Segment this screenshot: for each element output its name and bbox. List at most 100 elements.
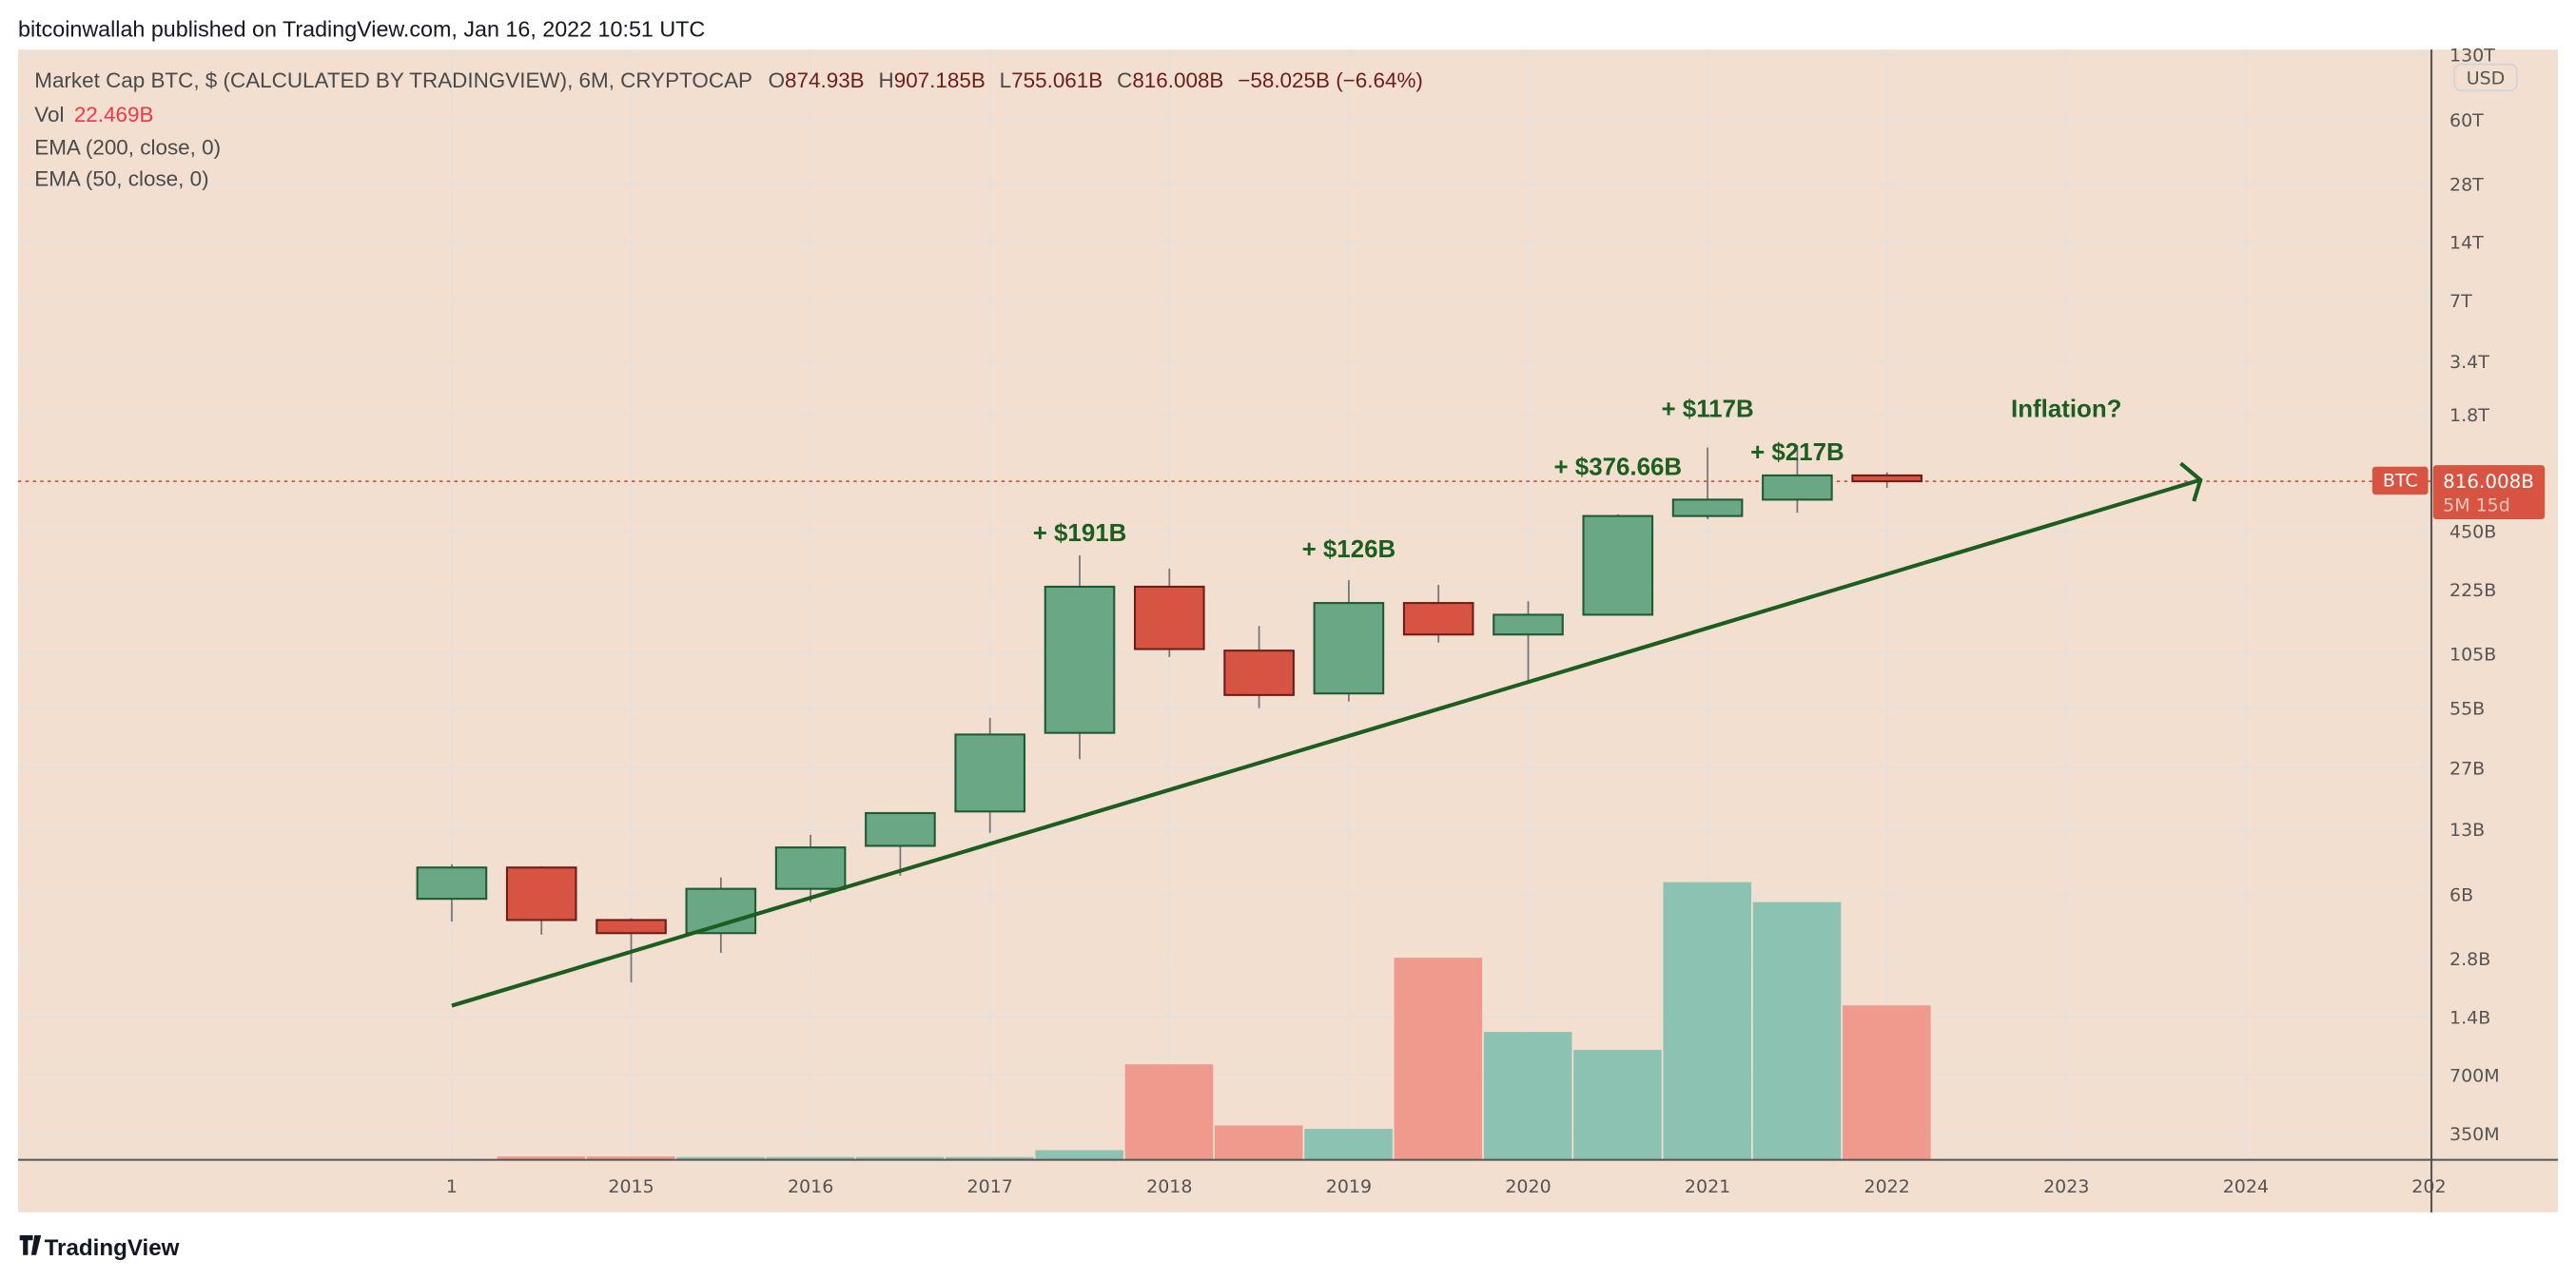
volume-bar (497, 1155, 586, 1160)
volume-bar (676, 1156, 765, 1160)
volume-bar (1035, 1150, 1123, 1160)
volume-bar (1573, 1049, 1662, 1160)
symbol-tag: BTC (2371, 466, 2429, 495)
annotation-label: + $117B (1661, 397, 1753, 423)
annotation-label: + $376.66B (1553, 454, 1682, 480)
price-tick-label: 450B (2449, 522, 2496, 543)
time-tick-label: 2015 (608, 1176, 654, 1197)
candle-body (416, 866, 488, 901)
annotation-label: Inflation? (2011, 397, 2121, 423)
tradingview-logo[interactable]: TradingView (19, 1235, 180, 1261)
candle-body (1851, 474, 1922, 483)
legend-high: 907.185B (894, 68, 986, 92)
candle (1851, 472, 1922, 488)
svg-text:816.008B: 816.008B (2443, 471, 2534, 493)
tradingview-logo-icon (19, 1235, 42, 1255)
svg-text:TradingView: TradingView (45, 1235, 180, 1261)
volume-bar (855, 1156, 945, 1160)
volume-bar (1394, 958, 1483, 1160)
candles (416, 445, 1922, 983)
legend-ema-200: EMA (200, close, 0) (34, 136, 221, 160)
time-tick-label: 2024 (2223, 1176, 2269, 1197)
volume-bar (766, 1156, 855, 1160)
price-tick-label: 105B (2449, 644, 2496, 665)
arrowhead-icon (2179, 461, 2203, 502)
price-tick-label: 700M (2449, 1066, 2500, 1087)
candle (1671, 447, 1744, 519)
candle-body (865, 811, 936, 847)
candle (1762, 445, 1833, 514)
volume-bar (1483, 1032, 1572, 1160)
legend: Market Cap BTC, $ (CALCULATED BY TRADING… (34, 68, 1423, 191)
price-tick-label: 13B (2449, 820, 2485, 841)
legend-volume: Vol 22.469B (34, 103, 153, 126)
time-axis[interactable]: 1 2015 2016 2017 2018 2019 2020 2021 2022 2023 202… (446, 1176, 2447, 1197)
price-tick-label: 7T (2449, 291, 2472, 312)
volume-bar (1843, 1005, 1931, 1160)
candle-body (1493, 613, 1564, 636)
price-axis[interactable]: 130T 60T 28T 14T 7T 3.4T 1.8T 450B 225B 105B 55B 27… (2449, 45, 2500, 1144)
time-tick-label: 2017 (967, 1176, 1013, 1197)
candle (1402, 585, 1474, 643)
currency-button[interactable]: USD (2453, 63, 2518, 92)
legend-ema-50: EMA (50, close, 0) (34, 166, 208, 190)
legend-line-main: Market Cap BTC, $ (CALCULATED BY TRADING… (34, 68, 1423, 92)
volume-bar (1304, 1129, 1393, 1160)
bar-countdown: 5M 15d (2443, 495, 2510, 515)
candle (1582, 514, 1654, 616)
price-tick-label: 6B (2449, 885, 2473, 906)
legend-symbol: Market Cap BTC, $ (CALCULATED BY TRADING… (34, 68, 752, 92)
candle-body (954, 733, 1026, 813)
price-tick-label: 350M (2449, 1124, 2500, 1145)
svg-text:USD: USD (2467, 68, 2506, 88)
candle (1313, 580, 1385, 702)
candle-body (1313, 602, 1385, 695)
price-tick-label: 3.4T (2449, 352, 2489, 373)
time-tick-label: 2022 (1864, 1176, 1910, 1197)
candle (1044, 555, 1116, 760)
candle-body (1671, 498, 1744, 517)
price-tick-label: 27B (2449, 759, 2485, 780)
legend-low: 755.061B (1011, 68, 1103, 92)
volume-bar (946, 1156, 1034, 1160)
time-tick-label: 2018 (1146, 1176, 1192, 1197)
volume-bar (586, 1155, 675, 1160)
candle (774, 834, 847, 902)
time-tick-label: 2016 (788, 1176, 833, 1197)
volume-bar (1752, 902, 1842, 1160)
candle (954, 717, 1026, 833)
candle-body (505, 866, 577, 921)
candle-body (1044, 585, 1116, 734)
time-tick-label: 2019 (1326, 1176, 1372, 1197)
volume-bar (1214, 1125, 1303, 1160)
candle-body (595, 919, 667, 935)
price-tick-label: 28T (2449, 174, 2484, 195)
time-tick-label: 2020 (1505, 1176, 1551, 1197)
candle-body (774, 846, 847, 890)
candle (865, 811, 936, 876)
price-tick-label: 60T (2449, 110, 2484, 131)
legend-change: −58.025B (−6.64%) (1238, 68, 1423, 92)
annotation-label: + $126B (1302, 536, 1396, 563)
candle (416, 863, 488, 922)
time-tick-label: 2023 (2043, 1176, 2089, 1197)
candle-body (1223, 650, 1295, 696)
volume-bar (1124, 1064, 1214, 1160)
candle (1493, 601, 1564, 684)
candle (1223, 626, 1295, 708)
volume-bars (497, 882, 1931, 1160)
legend-open: 874.93B (785, 68, 865, 92)
candle-body (1134, 585, 1205, 650)
time-tick-label: 202 (2411, 1176, 2446, 1197)
legend-close: 816.008B (1132, 68, 1223, 92)
time-tick-label: 1 (446, 1176, 458, 1197)
publish-info: bitcoinwallah published on TradingView.c… (18, 16, 705, 41)
annotations: + $191B + $126B + $376.66B + $117B + $217B In… (1033, 397, 2122, 564)
annotation-label: + $191B (1033, 520, 1127, 547)
annotation-label: + $217B (1750, 439, 1844, 466)
candle-body (1582, 514, 1654, 616)
trendline-arrow[interactable] (451, 477, 2201, 1008)
candle (1134, 568, 1205, 657)
chart-background (17, 49, 2559, 1212)
